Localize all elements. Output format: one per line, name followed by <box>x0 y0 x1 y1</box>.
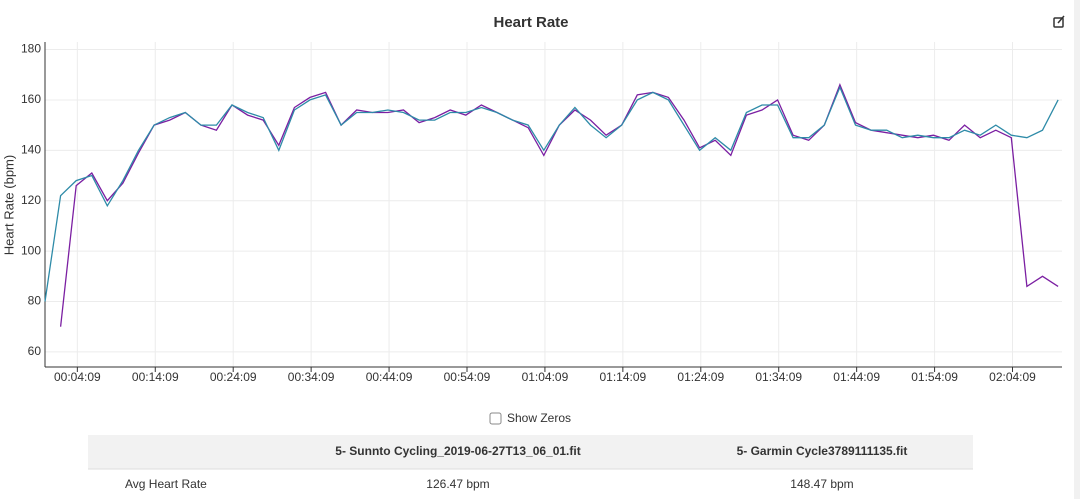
scrollbar[interactable] <box>1074 0 1080 499</box>
series-line <box>44 85 1059 302</box>
table-header <box>88 435 973 469</box>
checkbox[interactable] <box>489 412 502 425</box>
x-tick-label: 01:54:09 <box>911 370 958 384</box>
x-tick-label: 00:34:09 <box>288 370 335 384</box>
y-axis-title: Heart Rate (bpm) <box>1 155 16 255</box>
y-tick-label: 60 <box>28 344 42 358</box>
y-tick-label: 100 <box>21 243 41 257</box>
table-column-header: 5- Garmin Cycle3789111135.fit <box>737 444 908 458</box>
table-cell: 126.47 bpm <box>426 477 489 491</box>
x-tick-label: 00:54:09 <box>444 370 491 384</box>
x-tick-label: 00:04:09 <box>54 370 101 384</box>
table-column-header: 5- Sunnto Cycling_2019-06-27T13_06_01.fi… <box>335 444 580 458</box>
chart-title: Heart Rate <box>493 14 568 31</box>
x-tick-label: 01:04:09 <box>522 370 569 384</box>
x-tick-label: 00:14:09 <box>132 370 179 384</box>
x-tick-label: 01:14:09 <box>599 370 646 384</box>
x-tick-label: 00:44:09 <box>366 370 413 384</box>
x-tick-label: 00:24:09 <box>210 370 257 384</box>
y-tick-label: 180 <box>21 42 41 56</box>
x-tick-label: 01:24:09 <box>677 370 724 384</box>
table-row-label: Avg Heart Rate <box>125 477 207 491</box>
x-tick-label: 01:34:09 <box>755 370 802 384</box>
y-tick-label: 120 <box>21 193 41 207</box>
x-tick-label: 02:04:09 <box>989 370 1036 384</box>
x-tick-label: 01:44:09 <box>833 370 880 384</box>
edit-icon[interactable] <box>1053 15 1065 28</box>
y-tick-label: 80 <box>28 294 42 308</box>
table-cell: 148.47 bpm <box>790 477 853 491</box>
series-line <box>59 83 1059 327</box>
checkbox-label[interactable]: Show Zeros <box>507 411 571 425</box>
y-tick-label: 160 <box>21 92 41 106</box>
y-tick-label: 140 <box>21 143 41 157</box>
